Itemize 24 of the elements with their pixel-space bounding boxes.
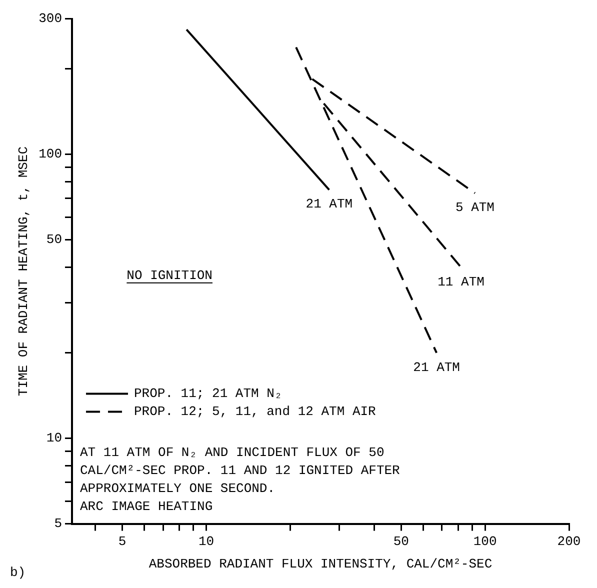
x-axis-title: ABSORBED RADIANT FLUX INTENSITY, CAL/CM²-SEC: [148, 556, 492, 572]
legend-label: PROP. 11; 21 ATM N₂: [134, 386, 282, 402]
y-axis-title: TIME OF RADIANT HEATING, t, MSEC: [16, 146, 32, 396]
y-tick-label: 300: [38, 11, 62, 26]
y-tick-label: 100: [38, 146, 62, 162]
x-tick-label: 10: [198, 534, 214, 550]
y-tick-label: 10: [46, 430, 62, 446]
text: b): [10, 565, 26, 580]
x-tick-label: 100: [473, 534, 497, 550]
annotation: ARC IMAGE HEATING: [80, 498, 213, 514]
annotation: AT 11 ATM OF N₂ AND INCIDENT FLUX OF 50: [80, 444, 384, 460]
y-tick-label: 50: [46, 232, 62, 248]
annotation: APPROXIMATELY ONE SECOND.: [80, 480, 276, 496]
annotation: 21 ATM: [306, 196, 353, 212]
x-tick-label: 50: [393, 534, 409, 550]
annotation: 5 ATM: [455, 200, 494, 216]
y-tick-label: 5: [54, 516, 62, 532]
annotation: CAL/CM²-SEC PROP. 11 AND 12 IGNITED AFTER: [80, 462, 400, 478]
annotation: 21 ATM: [413, 360, 460, 375]
x-tick-label: 200: [557, 534, 581, 550]
legend-label: PROP. 12; 5, 11, and 12 ATM AIR: [134, 404, 376, 420]
annotation: NO IGNITION: [126, 268, 212, 283]
annotation: 11 ATM: [438, 274, 484, 290]
x-tick-label: 5: [118, 534, 126, 550]
